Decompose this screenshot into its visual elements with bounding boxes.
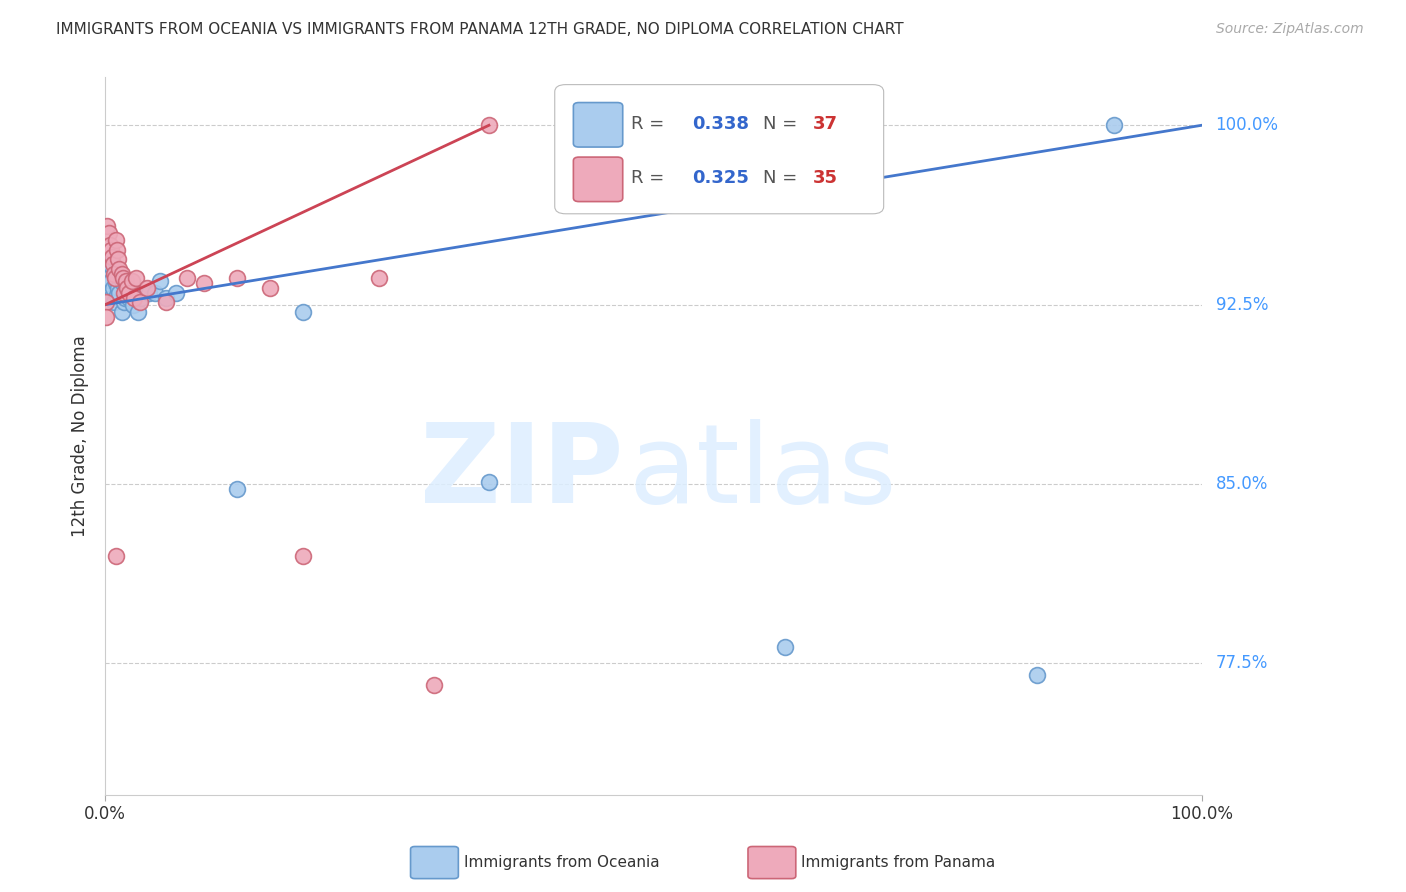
Text: 77.5%: 77.5% [1216,655,1268,673]
Point [112,285,135,300]
Point [291,305,314,319]
Point [96,310,118,324]
FancyBboxPatch shape [555,85,883,214]
Point [225,482,247,496]
Point [104,267,127,281]
Point [368,271,391,285]
Text: ZIP: ZIP [420,418,623,525]
Point [101,250,124,264]
Point [478,475,501,489]
Point [98,238,121,252]
Text: 37: 37 [813,115,838,133]
Text: 100.0%: 100.0% [1216,116,1278,135]
Point [1026,668,1049,682]
Point [96,285,118,300]
Point [103,267,125,281]
Text: IMMIGRANTS FROM OCEANIA VS IMMIGRANTS FROM PANAMA 12TH GRADE, NO DIPLOMA CORRELA: IMMIGRANTS FROM OCEANIA VS IMMIGRANTS FR… [56,22,904,37]
Point [193,276,215,290]
Point [96,267,118,281]
Point [101,257,124,271]
Point [125,271,148,285]
Point [839,118,862,132]
Point [110,271,132,285]
Text: R =: R = [631,169,671,187]
Point [112,295,135,310]
Point [155,295,177,310]
Point [122,291,145,305]
Point [111,271,134,285]
Point [104,271,127,285]
Text: 0.338: 0.338 [692,115,749,133]
Point [101,281,124,295]
Text: Immigrants from Oceania: Immigrants from Oceania [464,855,659,870]
Point [100,274,122,288]
Point [96,295,118,310]
Point [108,285,131,300]
Point [98,257,121,271]
Point [118,285,141,300]
Text: Source: ZipAtlas.com: Source: ZipAtlas.com [1216,22,1364,37]
Point [118,291,141,305]
Point [176,271,198,285]
Point [166,285,188,300]
Point [111,305,134,319]
Point [423,678,446,692]
Point [773,640,796,654]
Point [149,274,172,288]
Point [105,288,128,302]
Point [107,281,129,295]
Point [100,243,122,257]
Point [97,226,120,240]
Point [143,285,166,300]
Point [97,271,120,285]
Text: 35: 35 [813,169,838,187]
Y-axis label: 12th Grade, No Diploma: 12th Grade, No Diploma [72,335,89,537]
Point [291,549,314,563]
Text: Immigrants from Panama: Immigrants from Panama [801,855,995,870]
Text: 92.5%: 92.5% [1216,295,1268,314]
Point [138,285,160,300]
Point [111,276,134,290]
Point [131,291,153,305]
Point [105,549,128,563]
Point [107,252,129,267]
Point [155,291,177,305]
Point [105,243,128,257]
Point [135,281,157,295]
Point [115,285,138,300]
Text: 85.0%: 85.0% [1216,475,1268,493]
Point [1102,118,1125,132]
FancyBboxPatch shape [574,103,623,147]
Point [124,285,146,300]
Point [115,274,138,288]
Point [121,298,143,312]
Point [96,219,118,233]
Point [105,276,128,290]
Point [127,305,149,319]
Point [225,271,247,285]
Point [105,233,128,247]
Point [111,267,134,281]
Point [129,295,152,310]
Text: N =: N = [763,115,803,133]
FancyBboxPatch shape [574,157,623,202]
Point [121,274,143,288]
Point [100,291,122,305]
Point [115,281,138,295]
Text: 0.325: 0.325 [692,169,748,187]
Point [259,281,281,295]
Text: N =: N = [763,169,803,187]
Text: R =: R = [631,115,671,133]
Point [478,118,501,132]
Point [103,295,125,310]
Text: atlas: atlas [628,418,897,525]
Point [108,261,131,276]
Point [115,281,138,295]
Point [114,291,136,305]
